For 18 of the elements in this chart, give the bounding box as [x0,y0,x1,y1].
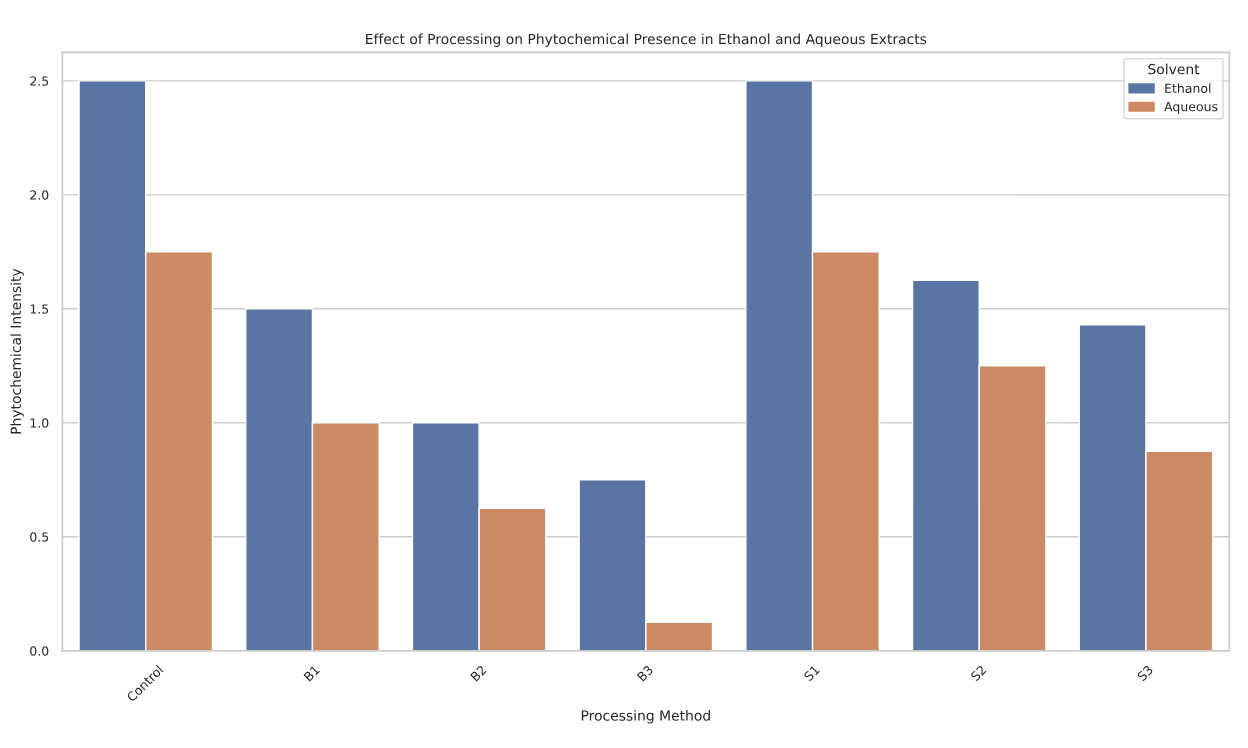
y-tick-label: 1.5 [30,304,49,314]
y-tick-label: 0.0 [30,646,49,656]
y-tick-label: 2.5 [30,76,49,86]
y-tick-label: 1.0 [30,418,49,428]
legend-title: Solvent [1148,63,1200,75]
y-tick-label: 0.5 [30,532,49,542]
x-tick-label: S3 [1136,664,1154,682]
chart-title: Effect of Processing on Phytochemical Presence in Ethanol and Aqueous Extracts [366,33,927,47]
x-tick-label: S2 [970,665,987,682]
y-axis-title: Phytochemical Intensity [10,268,24,434]
x-tick-label: B1 [303,665,320,682]
x-axis-title: Processing Method [581,710,710,724]
legend-label: Ethanol [1165,83,1211,93]
x-tick-label: S1 [803,664,820,682]
legend-label: Aqueous [1164,102,1218,114]
y-tick-label: 2.0 [30,190,49,200]
x-tick-label: B3 [636,664,654,682]
x-tick-label: B2 [470,665,487,682]
